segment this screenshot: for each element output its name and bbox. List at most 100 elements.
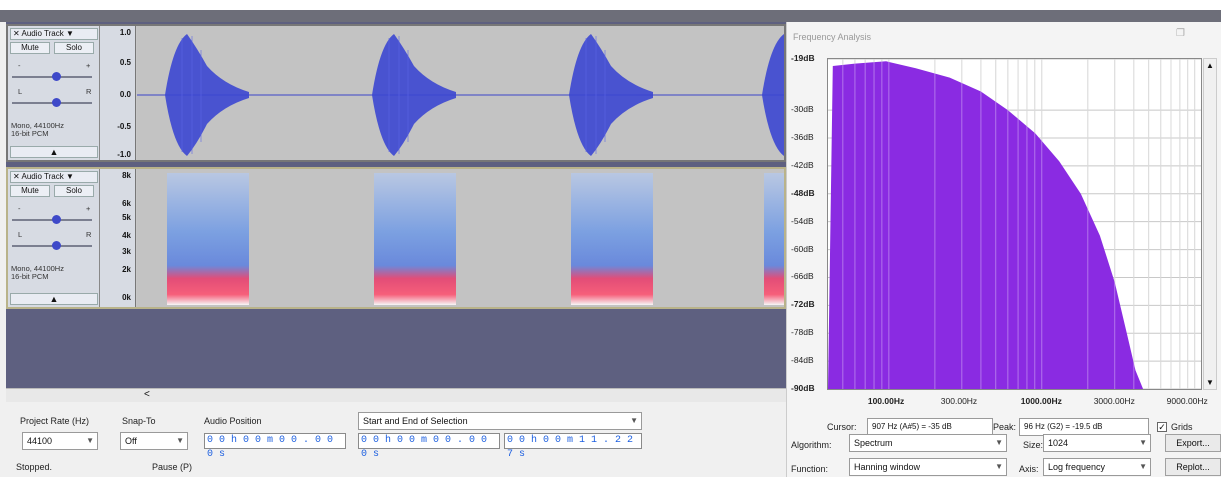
y-tick-label: -90dB [791,383,815,393]
chevron-down-icon: ▼ [176,436,184,445]
dropdown-arrow-icon: ▼ [65,29,74,38]
ruler-label: 3k [122,247,131,256]
audio-position-field[interactable]: 0 0 h 0 0 m 0 0 . 0 0 0 s [204,433,346,460]
algorithm-label: Algorithm: [791,440,832,450]
close-track-icon[interactable]: ✕ [13,172,20,181]
gain-slider-knob[interactable] [52,72,61,81]
track-name-menu[interactable]: ✕ Audio Track ▼ [10,171,98,183]
replot-button[interactable]: Replot... [1165,458,1221,476]
chevron-down-icon: ▼ [1139,438,1147,447]
x-tick-label: 1000.00Hz [1020,396,1062,406]
project-rate-value: 44100 [27,436,53,446]
pan-slider[interactable] [12,241,92,250]
pan-right-label: R [86,230,92,239]
ruler-label: 0.0 [119,90,131,99]
close-track-icon[interactable]: ✕ [13,29,20,38]
spectrogram-graphic [167,173,784,305]
top-window-edge [0,0,1221,10]
solo-button[interactable]: Solo [54,42,94,54]
track-format-info: Mono, 44100Hz 16-bit PCM [11,122,97,138]
track-control-panel: ✕ Audio Track ▼ Mute Solo - + L R Mono, … [8,26,100,160]
ruler-label: -0.5 [117,122,131,131]
frequency-analysis-dialog: Frequency Analysis ❐ -19dB -30dB -36dB -42d… [786,22,1221,477]
chevron-down-icon: ▼ [1139,462,1147,471]
gain-minus-label: - [18,61,21,70]
gain-slider[interactable] [12,72,92,81]
track-control-panel: ✕ Audio Track ▼ Mute Solo - + L R Mono, … [8,169,100,307]
frequency-ruler: 8k 6k 5k 4k 3k 2k 0k [100,169,136,307]
y-tick-label: -54dB [791,215,814,226]
ruler-label: 5k [122,213,131,222]
spectrogram-area[interactable] [137,169,784,307]
collapse-track-button[interactable]: ▲ [10,293,98,305]
track-name-menu[interactable]: ✕ Audio Track ▼ [10,28,98,40]
export-button[interactable]: Export... [1165,434,1221,452]
track-name: Audio Track [21,172,64,181]
selection-start-field[interactable]: 0 0 h 0 0 m 0 0 . 0 0 0 s [358,433,500,460]
size-select[interactable]: 1024 ▼ [1043,434,1151,452]
horizontal-scrollbar[interactable]: < [6,388,786,402]
pan-left-label: L [18,87,23,96]
scroll-down-icon[interactable]: ▼ [1206,378,1214,387]
track-bits-text: 16-bit PCM [11,129,49,138]
mute-button[interactable]: Mute [10,185,50,197]
project-rate-select[interactable]: 44100 ▼ [22,432,98,450]
ruler-label: 4k [122,231,131,240]
chevron-down-icon: ▼ [995,462,1003,471]
algorithm-value: Spectrum [854,438,893,448]
algorithm-select[interactable]: Spectrum ▼ [849,434,1007,452]
y-tick-label: -84dB [791,355,814,366]
waveform-area[interactable] [137,26,784,160]
scroll-up-icon[interactable]: ▲ [1206,61,1214,70]
function-label: Function: [791,464,829,474]
size-value: 1024 [1048,438,1069,448]
y-tick-label: -42dB [791,159,814,170]
waveform-graphic [137,34,784,156]
status-state: Stopped. [16,462,53,472]
amplitude-ruler: 1.0 0.5 0.0 -0.5 -1.0 [100,26,136,160]
timeline-header [0,10,1221,22]
plot-vertical-scrollbar[interactable]: ▲ ▼ [1203,58,1217,390]
function-select[interactable]: Hanning window ▼ [849,458,1007,476]
audio-track-spectrogram[interactable]: ✕ Audio Track ▼ Mute Solo - + L R Mono, … [6,167,786,309]
pan-slider[interactable] [12,98,92,107]
track-format-info: Mono, 44100Hz 16-bit PCM [11,265,97,281]
pan-left-label: L [18,230,23,239]
gain-slider-knob[interactable] [52,215,61,224]
gain-slider[interactable] [12,215,92,224]
collapse-track-button[interactable]: ▲ [10,146,98,158]
pan-slider-knob[interactable] [52,98,61,107]
restore-window-icon[interactable]: ❐ [1176,28,1185,39]
chevron-down-icon: ▼ [995,438,1003,447]
status-hint: Pause (P) [152,462,193,472]
selection-toolbar: Project Rate (Hz) 44100 ▼ Snap-To Off ▼ Au… [6,402,786,477]
snap-to-select[interactable]: Off ▼ [120,432,188,450]
selection-mode-value: Start and End of Selection [363,416,468,426]
audio-track-waveform[interactable]: ✕ Audio Track ▼ Mute Solo - + L R Mono, … [6,24,786,162]
gain-plus-label: + [86,61,91,70]
cursor-label: Cursor: [827,422,857,432]
y-tick-label: -36dB [791,132,814,142]
axis-value: Log frequency [1048,462,1106,472]
ruler-label: 8k [122,171,131,180]
spectrum-plot[interactable] [827,58,1202,390]
y-tick-label: -30dB [791,104,814,115]
spectrum-chart [828,58,1201,390]
pan-slider-knob[interactable] [52,241,61,250]
y-tick-label: -48dB [791,187,815,198]
selection-mode-select[interactable]: Start and End of Selection ▼ [358,412,642,430]
solo-button[interactable]: Solo [54,185,94,197]
track-rate-text: Mono, 44100Hz [11,121,64,130]
spectrum-area [828,61,1144,390]
scroll-left-arrow[interactable]: < [144,389,150,400]
axis-select[interactable]: Log frequency ▼ [1043,458,1151,476]
chevron-down-icon: ▼ [630,416,638,425]
grids-checkbox[interactable]: ✓ [1157,422,1167,432]
y-tick-label: -66dB [791,271,814,282]
track-name: Audio Track [21,29,64,38]
audio-position-label: Audio Position [204,416,262,426]
selection-end-field[interactable]: 0 0 h 0 0 m 1 1 . 2 2 7 s [504,433,642,460]
mute-button[interactable]: Mute [10,42,50,54]
dropdown-arrow-icon: ▼ [65,172,74,181]
peak-label: Peak: [993,422,1017,432]
